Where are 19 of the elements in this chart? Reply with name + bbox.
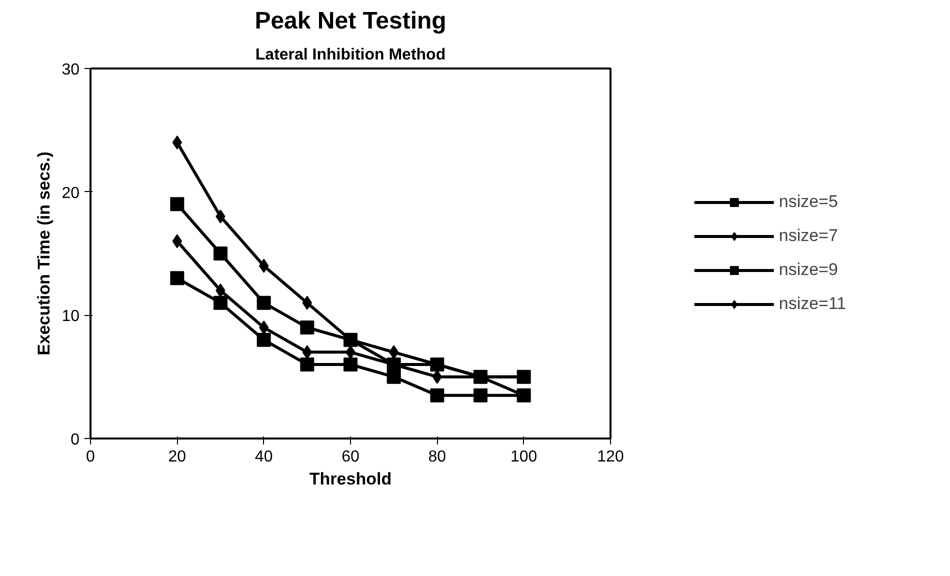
legend-label: nsize=5 [778,192,838,212]
x-tick-label: 80 [428,448,446,466]
x-tick-label: 20 [168,448,186,466]
y-tick-label: 20 [62,184,80,202]
x-tick-label: 40 [254,448,273,466]
chart-title: Peak Net Testing [254,8,446,34]
x-axis-title: Threshold [309,470,392,488]
x-tick-label: 120 [597,448,624,466]
y-axis-title: Execution Time (in secs.) [34,152,54,356]
legend-label: nsize=7 [778,226,838,246]
x-tick-label: 0 [86,448,96,466]
y-tick-label: 0 [70,432,80,448]
x-tick-label: 60 [342,448,360,466]
legend-label: nsize=11 [778,294,846,314]
x-tick-label: 100 [510,448,538,466]
legend-label: nsize=9 [778,260,838,280]
y-tick-label: 30 [62,62,80,78]
y-tick-label: 10 [62,308,80,326]
chart-subtitle: Lateral Inhibition Method [255,46,446,64]
